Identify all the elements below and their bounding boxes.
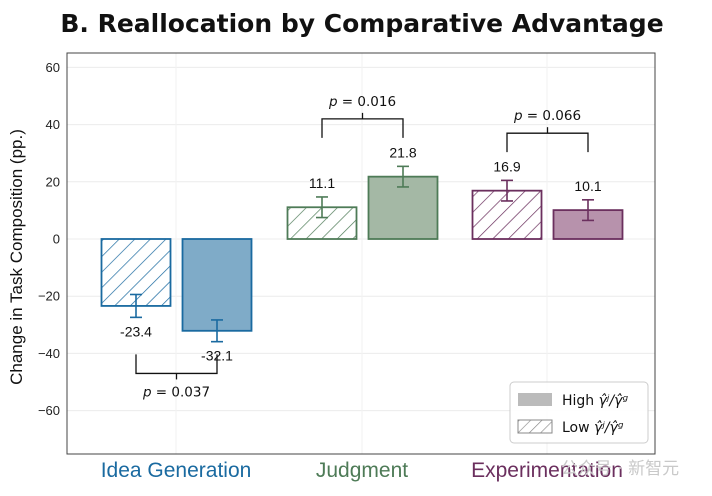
- y-axis-ticks: 60 40 20 0 −20 −40 −60: [38, 60, 60, 418]
- y-tick-label: 20: [46, 174, 60, 189]
- legend-label-math: γ̂ʲ/γ̂ᵍ: [599, 393, 629, 409]
- p-value-label: p = 0.016: [328, 94, 396, 110]
- value-label: 21.8: [389, 144, 416, 160]
- legend-label: High γ̂ʲ/γ̂ᵍ: [562, 393, 628, 409]
- value-label: 10.1: [574, 178, 601, 194]
- legend-label: Low γ̂ʲ/γ̂ᵍ: [562, 420, 624, 436]
- y-tick-label: 0: [53, 232, 60, 247]
- bars: [100, 175, 624, 332]
- y-tick-label: −40: [38, 346, 60, 361]
- value-label: 16.9: [493, 158, 520, 174]
- p-value: = 0.037: [152, 384, 211, 400]
- category-labels: Idea Generation Judgment Experimentation: [101, 459, 623, 482]
- category-label: Judgment: [316, 459, 408, 482]
- bar-solid-0: [181, 238, 253, 332]
- p-value-label: p = 0.066: [513, 108, 581, 124]
- p-value-label: p = 0.037: [142, 384, 210, 400]
- chart-title: B. Reallocation by Comparative Advantage: [60, 9, 663, 38]
- watermark-text: 公众号 · 新智元: [561, 459, 679, 479]
- legend-label-text: Low: [562, 420, 594, 436]
- value-label: -23.4: [120, 323, 152, 339]
- y-tick-label: −60: [38, 403, 60, 418]
- y-tick-label: 40: [46, 117, 60, 132]
- category-label: Experimentation: [471, 459, 623, 482]
- p-value: = 0.016: [338, 94, 397, 110]
- category-label: Idea Generation: [101, 459, 252, 482]
- y-axis-label: Change in Task Composition (pp.): [7, 129, 26, 385]
- legend-swatch-hatched: [517, 419, 553, 434]
- p-value: = 0.066: [523, 108, 582, 124]
- value-label: 11.1: [309, 175, 335, 191]
- error-bars: [130, 165, 594, 343]
- p-symbol: p: [328, 94, 338, 110]
- plot-frame: [66, 52, 656, 455]
- y-tick-label: −20: [38, 289, 60, 304]
- bar-solid-2: [552, 209, 624, 240]
- p-symbol: p: [142, 384, 152, 400]
- p-symbol: p: [513, 108, 523, 124]
- y-tick-label: 60: [46, 60, 60, 75]
- legend-swatch-solid: [518, 393, 552, 406]
- legend-label-math: γ̂ʲ/γ̂ᵍ: [594, 420, 624, 436]
- legend-label-text: High: [562, 393, 599, 409]
